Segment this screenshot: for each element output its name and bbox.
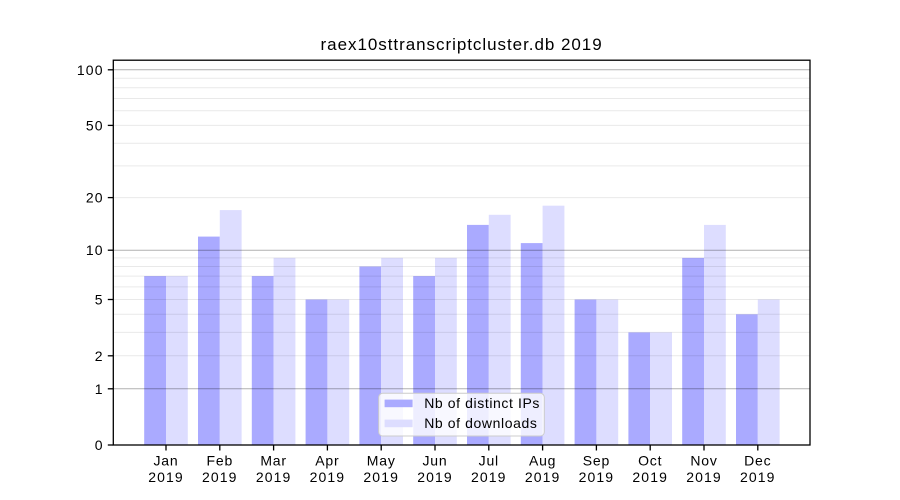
svg-text:2019: 2019 <box>256 469 292 485</box>
svg-text:0: 0 <box>95 437 104 453</box>
svg-text:Nb of downloads: Nb of downloads <box>424 415 537 431</box>
svg-text:50: 50 <box>86 117 104 133</box>
svg-text:2019: 2019 <box>740 469 776 485</box>
svg-text:Oct: Oct <box>638 452 662 468</box>
svg-text:2019: 2019 <box>471 469 507 485</box>
svg-text:Dec: Dec <box>744 452 771 468</box>
svg-text:Feb: Feb <box>207 452 234 468</box>
svg-text:May: May <box>367 452 396 468</box>
svg-text:Mar: Mar <box>260 452 287 468</box>
svg-text:2019: 2019 <box>148 469 184 485</box>
svg-text:Jul: Jul <box>479 452 499 468</box>
svg-text:Nb of distinct IPs: Nb of distinct IPs <box>424 395 540 411</box>
svg-text:20: 20 <box>86 190 104 206</box>
svg-text:1: 1 <box>95 381 104 397</box>
svg-text:Sep: Sep <box>583 452 610 468</box>
svg-text:5: 5 <box>95 292 104 308</box>
svg-text:2019: 2019 <box>632 469 668 485</box>
svg-text:2019: 2019 <box>579 469 615 485</box>
svg-text:2019: 2019 <box>202 469 238 485</box>
svg-text:Apr: Apr <box>315 452 339 468</box>
svg-text:2019: 2019 <box>363 469 399 485</box>
svg-text:Jan: Jan <box>154 452 179 468</box>
svg-text:10: 10 <box>86 242 104 258</box>
svg-text:Aug: Aug <box>529 452 556 468</box>
svg-text:Nov: Nov <box>690 452 717 468</box>
svg-text:2019: 2019 <box>525 469 561 485</box>
svg-text:2019: 2019 <box>686 469 722 485</box>
svg-text:100: 100 <box>77 62 104 78</box>
svg-text:2: 2 <box>95 348 104 364</box>
svg-text:Jun: Jun <box>423 452 448 468</box>
svg-text:2019: 2019 <box>310 469 346 485</box>
svg-text:2019: 2019 <box>417 469 453 485</box>
svg-text:raex10sttranscriptcluster.db 2: raex10sttranscriptcluster.db 2019 <box>321 35 603 54</box>
